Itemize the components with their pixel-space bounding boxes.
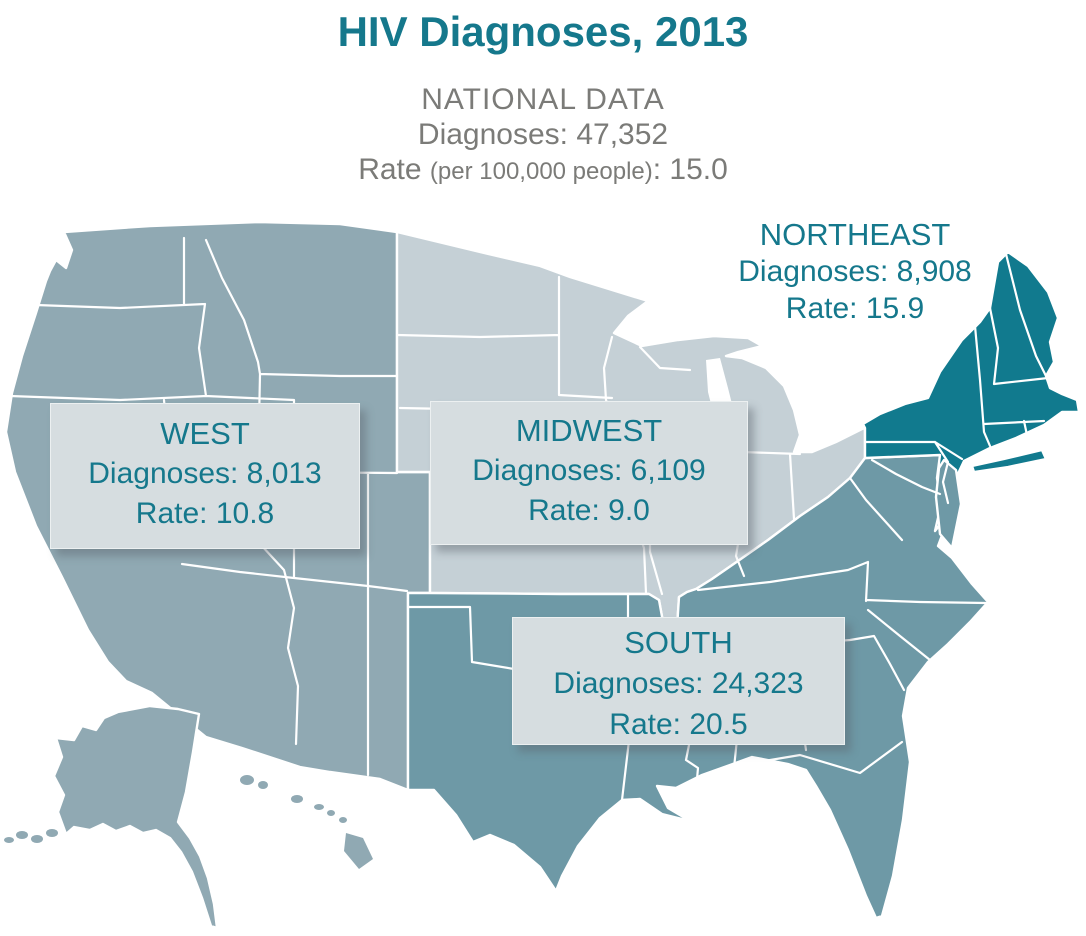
hawaii-islands [240,775,373,869]
national-rate-value: : 15.0 [652,153,728,186]
region-diagnoses-west: Diagnoses: 8,013 [88,457,322,490]
region-label-northeast: NORTHEAST Diagnoses: 8,908 Rate: 15.9 [700,216,1010,327]
delmarva-peninsula-shape [934,458,963,550]
region-name-northeast: NORTHEAST [759,217,951,252]
long-island-shape [970,448,1048,474]
region-name-midwest: MIDWEST [515,413,663,448]
national-heading: NATIONAL DATA [421,83,665,116]
national-rate-label: Rate [358,153,430,186]
region-rate-northeast: Rate: 15.9 [785,292,925,325]
region-label-south: SOUTH Diagnoses: 24,323 Rate: 20.5 [512,617,845,745]
state-borders-northeast [863,252,1050,505]
page-title: HIV Diagnoses, 2013 [337,8,749,55]
region-label-west: WEST Diagnoses: 8,013 Rate: 10.8 [50,403,360,549]
national-diagnoses: Diagnoses: 47,352 [417,118,669,151]
region-diagnoses-northeast: Diagnoses: 8,908 [738,255,972,288]
region-rate-midwest: Rate: 9.0 [528,494,650,527]
region-rate-south: Rate: 20.5 [609,708,748,741]
region-rate-west: Rate: 10.8 [135,497,275,530]
region-name-west: WEST [160,416,250,451]
alaska-shape [52,704,219,930]
national-data-block: NATIONAL DATA Diagnoses: 47,352 Rate (pe… [0,82,1086,189]
region-diagnoses-midwest: Diagnoses: 6,109 [472,454,706,487]
national-rate-unit: (per 100,000 people) [429,158,653,185]
region-name-south: SOUTH [624,625,733,660]
national-rate: Rate (per 100,000 people): 15.0 [0,152,1086,189]
region-diagnoses-south: Diagnoses: 24,323 [553,667,804,700]
aleutian-islands [4,829,58,843]
region-label-midwest: MIDWEST Diagnoses: 6,109 Rate: 9.0 [430,401,748,545]
